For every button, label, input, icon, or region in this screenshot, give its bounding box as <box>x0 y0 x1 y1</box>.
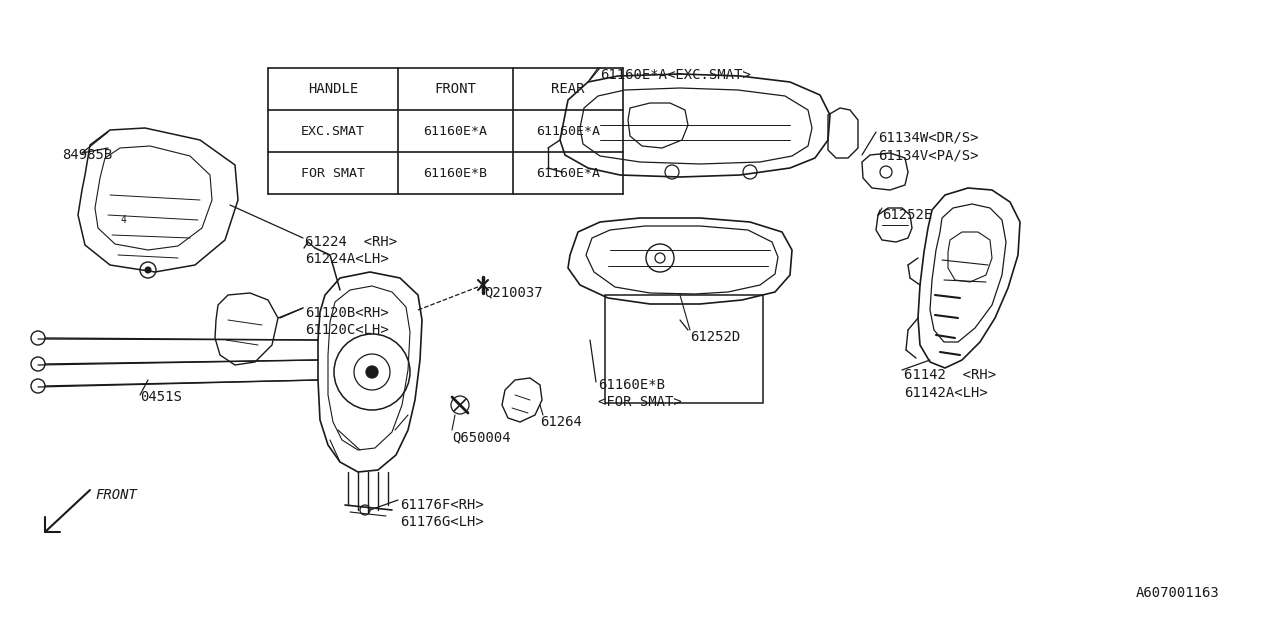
Text: 61264: 61264 <box>540 415 582 429</box>
Text: 61224A<LH>: 61224A<LH> <box>305 252 389 266</box>
Text: 4: 4 <box>120 215 125 225</box>
Text: 61160E*A: 61160E*A <box>536 166 600 179</box>
Text: HANDLE: HANDLE <box>308 82 358 96</box>
Circle shape <box>366 366 378 378</box>
Text: REAR: REAR <box>552 82 585 96</box>
Text: 61252E: 61252E <box>882 208 932 222</box>
Text: 61252D: 61252D <box>690 330 740 344</box>
Text: 61224  <RH>: 61224 <RH> <box>305 235 397 249</box>
Text: 61176F<RH>: 61176F<RH> <box>401 498 484 512</box>
Text: Q210037: Q210037 <box>484 285 543 299</box>
Text: 0451S: 0451S <box>140 390 182 404</box>
Text: <FOR SMAT>: <FOR SMAT> <box>598 395 682 409</box>
Text: FOR SMAT: FOR SMAT <box>301 166 365 179</box>
Text: 61142  <RH>: 61142 <RH> <box>904 368 996 382</box>
Text: 61134W<DR/S>: 61134W<DR/S> <box>878 130 978 144</box>
Text: 61134V<PA/S>: 61134V<PA/S> <box>878 148 978 162</box>
Bar <box>605 295 763 403</box>
Text: 61160E*B: 61160E*B <box>422 166 486 179</box>
Text: 61142A<LH>: 61142A<LH> <box>904 386 988 400</box>
Text: 61176G<LH>: 61176G<LH> <box>401 515 484 529</box>
Text: 61160E*B: 61160E*B <box>598 378 666 392</box>
Text: 61160E*A: 61160E*A <box>422 125 486 138</box>
Text: FRONT: FRONT <box>434 82 476 96</box>
Text: 61120B<RH>: 61120B<RH> <box>305 306 389 320</box>
Circle shape <box>145 267 151 273</box>
Text: 84985B: 84985B <box>61 148 113 162</box>
Text: FRONT: FRONT <box>95 488 137 502</box>
Text: 61120C<LH>: 61120C<LH> <box>305 323 389 337</box>
Text: 61160E*A<EXC.SMAT>: 61160E*A<EXC.SMAT> <box>600 68 751 82</box>
Text: 61160E*A: 61160E*A <box>536 125 600 138</box>
Text: EXC.SMAT: EXC.SMAT <box>301 125 365 138</box>
Text: Q650004: Q650004 <box>452 430 511 444</box>
Text: A607001163: A607001163 <box>1137 586 1220 600</box>
